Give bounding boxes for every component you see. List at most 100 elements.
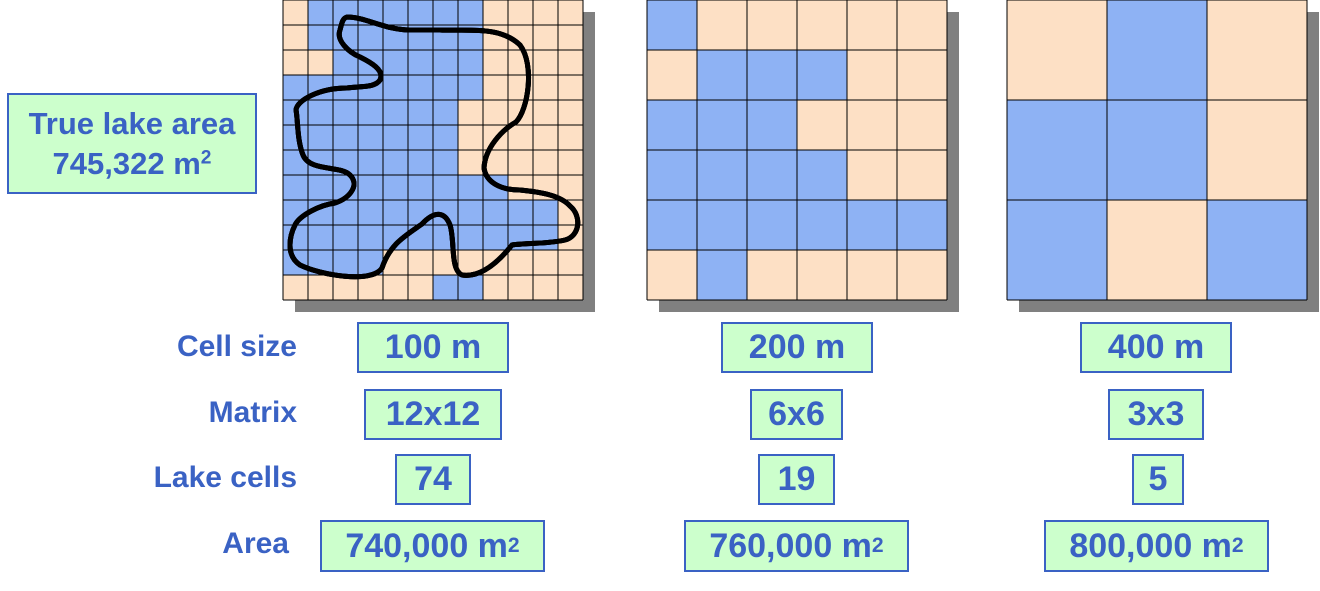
lake-cell — [333, 250, 358, 275]
lake-cell — [697, 100, 747, 150]
lake-cell — [358, 25, 383, 50]
lake-cell — [458, 0, 483, 25]
lake-cell — [333, 0, 358, 25]
true-lake-area-box: True lake area 745,322 m2 — [7, 93, 257, 194]
lake-outline — [287, 14, 581, 280]
lake-cell — [433, 50, 458, 75]
lake-cell — [383, 175, 408, 200]
lake-cell — [358, 125, 383, 150]
lake-cells-value: 74 — [395, 454, 471, 505]
lake-cell — [308, 0, 333, 25]
lake-cells-value: 19 — [758, 454, 835, 505]
lake-cell — [433, 75, 458, 100]
lake-cell — [797, 50, 847, 100]
lake-cell — [747, 150, 797, 200]
lake-cell — [533, 225, 558, 250]
lake-cell — [747, 50, 797, 100]
lake-cell — [458, 225, 483, 250]
lake-cell — [358, 225, 383, 250]
lake-cell — [1107, 0, 1207, 100]
matrix-value: 6x6 — [750, 389, 843, 440]
lake-cell — [383, 200, 408, 225]
lake-cell — [797, 200, 847, 250]
lake-cell — [747, 200, 797, 250]
lake-cell — [897, 200, 947, 250]
lake-cell — [747, 100, 797, 150]
lake-cells-value: 5 — [1132, 454, 1184, 505]
label-lake-cells: Lake cells — [153, 461, 297, 494]
lake-cell — [647, 100, 697, 150]
grid-400m — [287, 0, 1319, 312]
lake-cell — [408, 150, 433, 175]
lake-cell — [433, 125, 458, 150]
lake-cell — [433, 100, 458, 125]
lake-cell — [408, 100, 433, 125]
lake-cell — [358, 175, 383, 200]
label-area: Area — [222, 527, 289, 560]
lake-cell — [358, 150, 383, 175]
lake-cell — [408, 125, 433, 150]
lake-cell — [308, 175, 333, 200]
matrix-value: 12x12 — [364, 389, 502, 440]
lake-cell — [697, 150, 747, 200]
lake-cell — [697, 250, 747, 300]
lake-cell — [697, 200, 747, 250]
lake-cell — [308, 25, 333, 50]
lake-cell — [383, 150, 408, 175]
lake-cell — [383, 0, 408, 25]
lake-cell — [1207, 200, 1307, 300]
lake-cell — [308, 100, 333, 125]
lake-cell — [483, 225, 508, 250]
cell-size-value: 200 m — [721, 322, 873, 373]
lake-cell — [433, 175, 458, 200]
lake-cell — [383, 125, 408, 150]
label-matrix: Matrix — [208, 396, 297, 429]
true-lake-area-value: 745,322 m2 — [52, 145, 212, 181]
lake-cell — [358, 100, 383, 125]
lake-cell — [333, 100, 358, 125]
lake-cell — [358, 200, 383, 225]
label-cell-size: Cell size — [176, 330, 297, 363]
lake-cell — [647, 150, 697, 200]
lake-cell — [383, 75, 408, 100]
lake-cell — [333, 125, 358, 150]
lake-cell — [508, 200, 533, 225]
lake-cell — [283, 175, 308, 200]
lake-cell — [308, 225, 333, 250]
lake-cell — [458, 275, 483, 300]
lake-cell — [1007, 100, 1107, 200]
lake-cell — [308, 125, 333, 150]
lake-cell — [458, 50, 483, 75]
cell-size-value: 400 m — [1080, 322, 1232, 373]
grid-200m — [287, 0, 959, 312]
lake-cell — [383, 100, 408, 125]
lake-cell — [383, 50, 408, 75]
lake-cell — [408, 200, 433, 225]
lake-cell — [433, 275, 458, 300]
lake-cell — [458, 175, 483, 200]
lake-cell — [1007, 200, 1107, 300]
lake-cell — [647, 0, 697, 50]
cell-size-value: 100 m — [357, 322, 509, 373]
lake-cell — [533, 200, 558, 225]
lake-cell — [283, 75, 308, 100]
lake-cell — [847, 200, 897, 250]
lake-cell — [408, 0, 433, 25]
lake-cell — [1107, 100, 1207, 200]
lake-cell — [647, 200, 697, 250]
lake-cell — [697, 50, 747, 100]
lake-cell — [458, 75, 483, 100]
lake-cell — [408, 50, 433, 75]
lake-cell — [433, 0, 458, 25]
lake-cell — [483, 200, 508, 225]
true-lake-area-title: True lake area — [28, 105, 236, 141]
lake-cell — [408, 75, 433, 100]
lake-cell — [408, 175, 433, 200]
grid-100m — [282, 0, 595, 312]
lake-cell — [333, 225, 358, 250]
lake-cell — [458, 200, 483, 225]
lake-cell — [433, 150, 458, 175]
